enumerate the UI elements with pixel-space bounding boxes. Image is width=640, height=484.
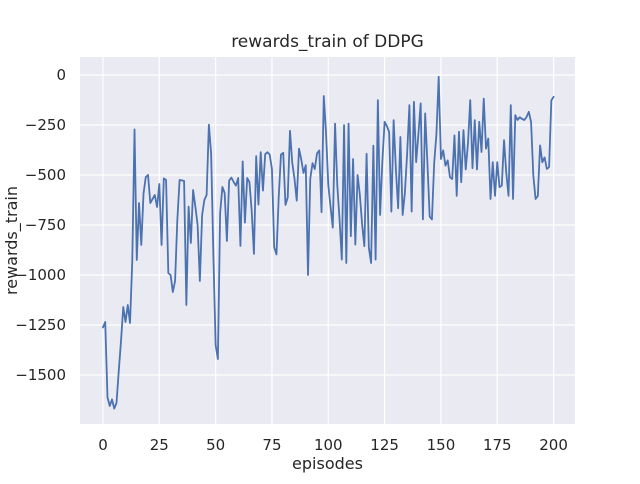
y-tick-label: −500: [25, 166, 66, 184]
x-tick-label: 75: [262, 436, 281, 454]
y-tick-label: −250: [25, 116, 66, 134]
x-tick-label: 0: [98, 436, 108, 454]
x-tick-label: 50: [206, 436, 225, 454]
y-tick-label: −1250: [15, 316, 66, 334]
x-tick-labels: 0 25 50 75 100 125 150 175 200: [98, 436, 568, 454]
y-tick-label: −1000: [15, 266, 66, 284]
x-tick-label: 25: [150, 436, 169, 454]
x-tick-label: 200: [539, 436, 568, 454]
chart-title: rewards_train of DDPG: [231, 32, 424, 52]
x-axis-label: episodes: [292, 454, 363, 473]
x-tick-label: 100: [314, 436, 343, 454]
y-tick-label: −750: [25, 216, 66, 234]
y-tick-labels: 0 −250 −500 −750 −1000 −1250 −1500: [15, 66, 66, 384]
y-tick-label: −1500: [15, 366, 66, 384]
series-line: [102, 75, 555, 410]
y-tick-label: 0: [56, 66, 66, 84]
x-tick-label: 175: [483, 436, 512, 454]
vertical-gridlines: [102, 57, 555, 424]
x-tick-label: 150: [427, 436, 456, 454]
plot-area: [80, 57, 575, 424]
y-axis-label: rewards_train: [2, 186, 22, 295]
x-tick-label: 125: [370, 436, 399, 454]
